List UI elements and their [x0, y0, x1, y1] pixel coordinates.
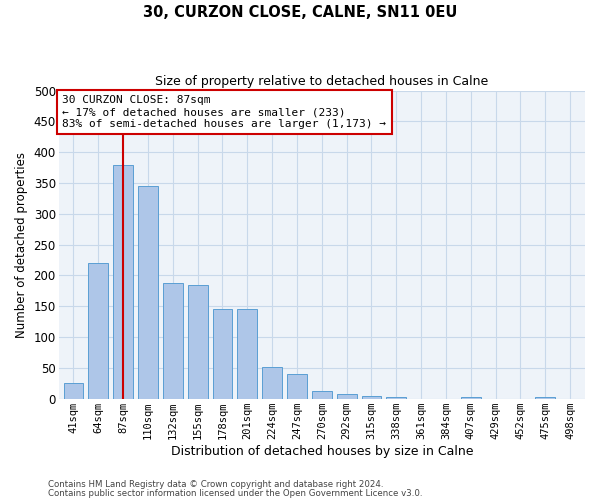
Text: Contains public sector information licensed under the Open Government Licence v3: Contains public sector information licen… — [48, 488, 422, 498]
Bar — [238, 310, 257, 398]
Bar — [188, 284, 208, 399]
Y-axis label: Number of detached properties: Number of detached properties — [15, 152, 28, 338]
Bar — [337, 394, 356, 398]
Text: Contains HM Land Registry data © Crown copyright and database right 2024.: Contains HM Land Registry data © Crown c… — [48, 480, 383, 489]
X-axis label: Distribution of detached houses by size in Calne: Distribution of detached houses by size … — [170, 444, 473, 458]
Bar — [88, 263, 108, 398]
Text: 30 CURZON CLOSE: 87sqm
← 17% of detached houses are smaller (233)
83% of semi-de: 30 CURZON CLOSE: 87sqm ← 17% of detached… — [62, 96, 386, 128]
Title: Size of property relative to detached houses in Calne: Size of property relative to detached ho… — [155, 75, 488, 88]
Bar — [287, 374, 307, 398]
Bar — [138, 186, 158, 398]
Bar — [362, 396, 382, 398]
Bar — [262, 366, 282, 398]
Bar — [461, 397, 481, 398]
Bar — [312, 392, 332, 398]
Bar — [64, 384, 83, 398]
Bar — [163, 283, 183, 399]
Text: 30, CURZON CLOSE, CALNE, SN11 0EU: 30, CURZON CLOSE, CALNE, SN11 0EU — [143, 5, 457, 20]
Bar — [212, 310, 232, 398]
Bar — [113, 164, 133, 398]
